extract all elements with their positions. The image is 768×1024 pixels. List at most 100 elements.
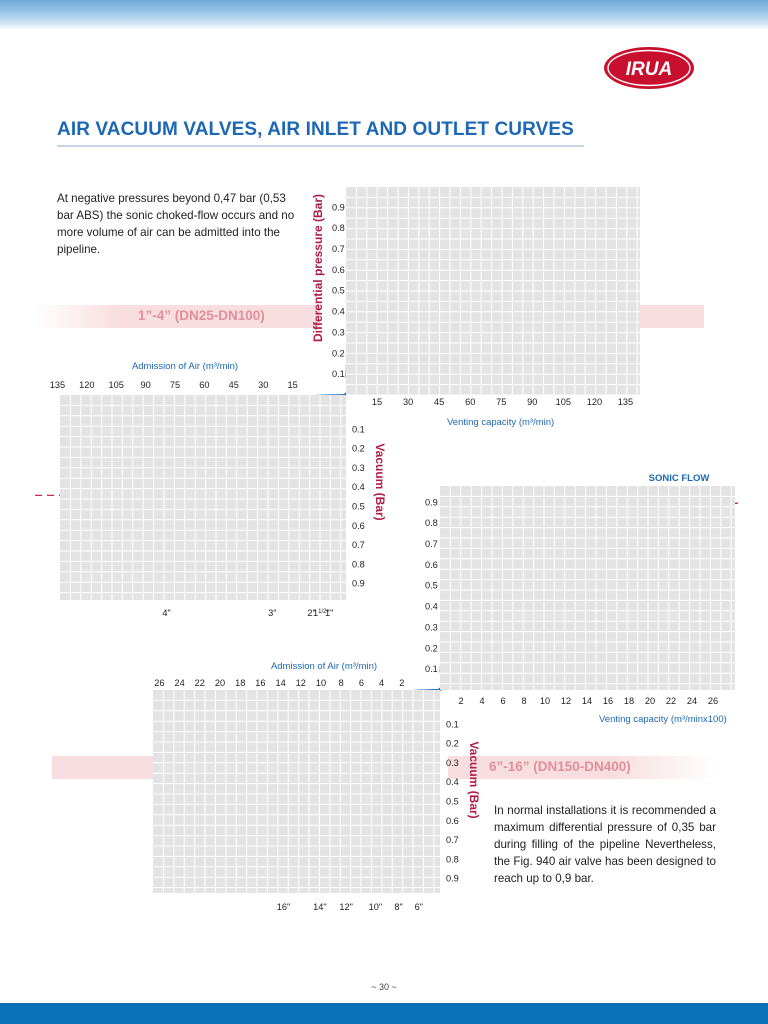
chart-1-inlet-ylabel: Vacuum (Bar) — [373, 443, 387, 520]
chart-2-inlet-ytick: 0.8 — [446, 854, 459, 864]
chart-1-inlet-xtick: 105 — [109, 380, 124, 390]
chart-1-outlet-ytick: 0.7 — [332, 244, 345, 254]
chart-2-inlet-curve-label: 14" — [313, 902, 326, 912]
chart-1-outlet-xlabel: Venting capacity (m³/min) — [447, 417, 554, 428]
chart-2-inlet-xtick: 16 — [255, 678, 265, 688]
range-band-2-end — [448, 756, 718, 779]
chart-1-outlet-xtick: 105 — [556, 397, 571, 407]
chart-1-inlet-ytick: 0.4 — [352, 482, 365, 492]
range-label-2: 6”-16” (DN150-DN400) — [489, 759, 631, 774]
chart-1-inlet-grid — [60, 395, 346, 600]
chart-1-outlet-ylabel: Differential pressure (Bar) — [311, 194, 325, 342]
chart-1-inlet-curve-label-sup: 1/2 — [318, 609, 327, 615]
chart-1-outlet-xtick: 45 — [434, 397, 444, 407]
chart-2-outlet-ytick: 0.9 — [425, 497, 438, 507]
page-number: ~ 30 ~ — [371, 982, 397, 992]
chart-2-outlet-xtick: 12 — [561, 696, 571, 706]
chart-2-outlet-ytick: 0.6 — [425, 560, 438, 570]
chart-1-outlet-xtick: 75 — [496, 397, 506, 407]
range-label-1: 1”-4” (DN25-DN100) — [138, 308, 265, 323]
chart-1-inlet-xtick: 135 — [50, 380, 65, 390]
chart-1-outlet-grid — [346, 187, 640, 396]
chart-2-outlet-ytick: 0.5 — [425, 581, 438, 591]
chart-1-inlet-xtick: 60 — [199, 380, 209, 390]
chart-2-inlet-xtick: 18 — [235, 678, 245, 688]
chart-2-inlet-xtick: 24 — [174, 678, 184, 688]
chart-1-outlet-ytick: 0.9 — [332, 202, 345, 212]
chart-1-inlet-xtick: 15 — [287, 380, 297, 390]
chart-2-outlet-ytick: 0.3 — [425, 622, 438, 632]
chart-1-inlet-xtick: 75 — [170, 380, 180, 390]
chart-2-outlet-xtick: 16 — [603, 696, 613, 706]
chart-2-outlet-ytick: 0.2 — [425, 643, 438, 653]
chart-2-inlet-curve-label: 10" — [369, 902, 382, 912]
chart-1-inlet-curve-label: 1" — [325, 608, 333, 618]
chart-2-outlet-xtick: 6 — [500, 696, 505, 706]
chart-2-inlet-curve-label: 16" — [277, 902, 290, 912]
chart-1-outlet-xtick: 90 — [527, 397, 537, 407]
chart-1-outlet-xtick: 135 — [618, 397, 633, 407]
chart-1-inlet-xtick: 90 — [140, 380, 150, 390]
chart-1-inlet-grid-bg — [60, 395, 346, 600]
top-banner — [0, 0, 768, 30]
chart-2-inlet-ytick: 0.5 — [446, 796, 459, 806]
page-title: AIR VACUUM VALVES, AIR INLET AND OUTLET … — [57, 119, 574, 140]
chart-1-inlet-curve-label-end: " — [326, 608, 329, 618]
chart-1-outlet-ytick: 0.3 — [332, 327, 345, 337]
chart-2-inlet-xtick: 8 — [339, 678, 344, 688]
chart-1-inlet-ytick: 0.3 — [352, 463, 365, 473]
chart-2-inlet-xtick: 26 — [154, 678, 164, 688]
chart-1-inlet-curve-label: 3" — [268, 608, 276, 618]
chart-2-inlet-xtick: 10 — [316, 678, 326, 688]
chart-1-outlet-ytick: 0.8 — [332, 223, 345, 233]
chart-1-inlet-ytick: 0.1 — [352, 424, 365, 434]
chart-2-inlet-xtick: 4 — [379, 678, 384, 688]
chart-2-outlet-xtick: 10 — [540, 696, 550, 706]
logo-text: IRUA — [626, 59, 672, 80]
chart-1-outlet-xtick: 15 — [372, 397, 382, 407]
chart-2-inlet-xtick: 12 — [296, 678, 306, 688]
chart-2-inlet-xlabel: Admission of Air (m³/min) — [271, 661, 377, 672]
range-band-2 — [52, 756, 156, 779]
chart-1-inlet-xtick: 30 — [258, 380, 268, 390]
chart-2-outlet-xtick: 2 — [458, 696, 463, 706]
chart-2-sonic-flow-label: SONIC FLOW — [649, 473, 710, 484]
chart-2-outlet-ytick: 0.1 — [425, 664, 438, 674]
range-band-1 — [34, 305, 320, 328]
range-band-1-end — [640, 305, 704, 328]
chart-2-inlet-ytick: 0.7 — [446, 835, 459, 845]
chart-2-inlet-xtick: 2 — [399, 678, 404, 688]
chart-2-inlet-ytick: 0.4 — [446, 777, 459, 787]
chart-2-outlet-xtick: 14 — [582, 696, 592, 706]
chart-1-outlet-xtick: 30 — [403, 397, 413, 407]
bottom-bar — [0, 1003, 768, 1024]
chart-1-inlet-ytick: 0.6 — [352, 521, 365, 531]
chart-1-inlet-ytick: 0.2 — [352, 444, 365, 454]
chart-2-inlet-xtick: 6 — [359, 678, 364, 688]
title-underline — [57, 145, 584, 147]
chart-2-inlet-xtick: 14 — [275, 678, 285, 688]
note-paragraph: In normal installations it is recommende… — [494, 804, 716, 885]
chart-2-inlet-grid — [153, 690, 440, 893]
chart-2-outlet-grid — [440, 486, 735, 690]
chart-2-outlet-xtick: 4 — [479, 696, 484, 706]
chart-2-inlet-ytick: 0.6 — [446, 816, 459, 826]
chart-2-outlet-grid-bg — [440, 486, 735, 690]
chart-2-outlet-ytick: 0.8 — [425, 518, 438, 528]
chart-2-outlet-xtick: 8 — [521, 696, 526, 706]
chart-1-inlet-ytick: 0.5 — [352, 501, 365, 511]
chart-2-outlet-xtick: 26 — [708, 696, 718, 706]
chart-1-inlet-xtick: 120 — [79, 380, 94, 390]
chart-2-inlet-xtick: 20 — [215, 678, 225, 688]
chart-2-inlet-ytick: 0.9 — [446, 874, 459, 884]
chart-2-inlet-xtick: 22 — [195, 678, 205, 688]
chart-1-inlet-xlabel: Admission of Air (m³/min) — [132, 361, 238, 372]
chart-2-inlet-ytick: 0.1 — [446, 719, 459, 729]
chart-1-outlet-ytick: 0.1 — [332, 369, 345, 379]
chart-2-inlet-ytick: 0.2 — [446, 739, 459, 749]
chart-1-inlet-curve-label: 2" — [307, 608, 315, 618]
chart-2-outlet-xtick: 18 — [624, 696, 634, 706]
chart-1-outlet-ytick: 0.4 — [332, 307, 345, 317]
chart-1-outlet-ytick: 0.6 — [332, 265, 345, 275]
